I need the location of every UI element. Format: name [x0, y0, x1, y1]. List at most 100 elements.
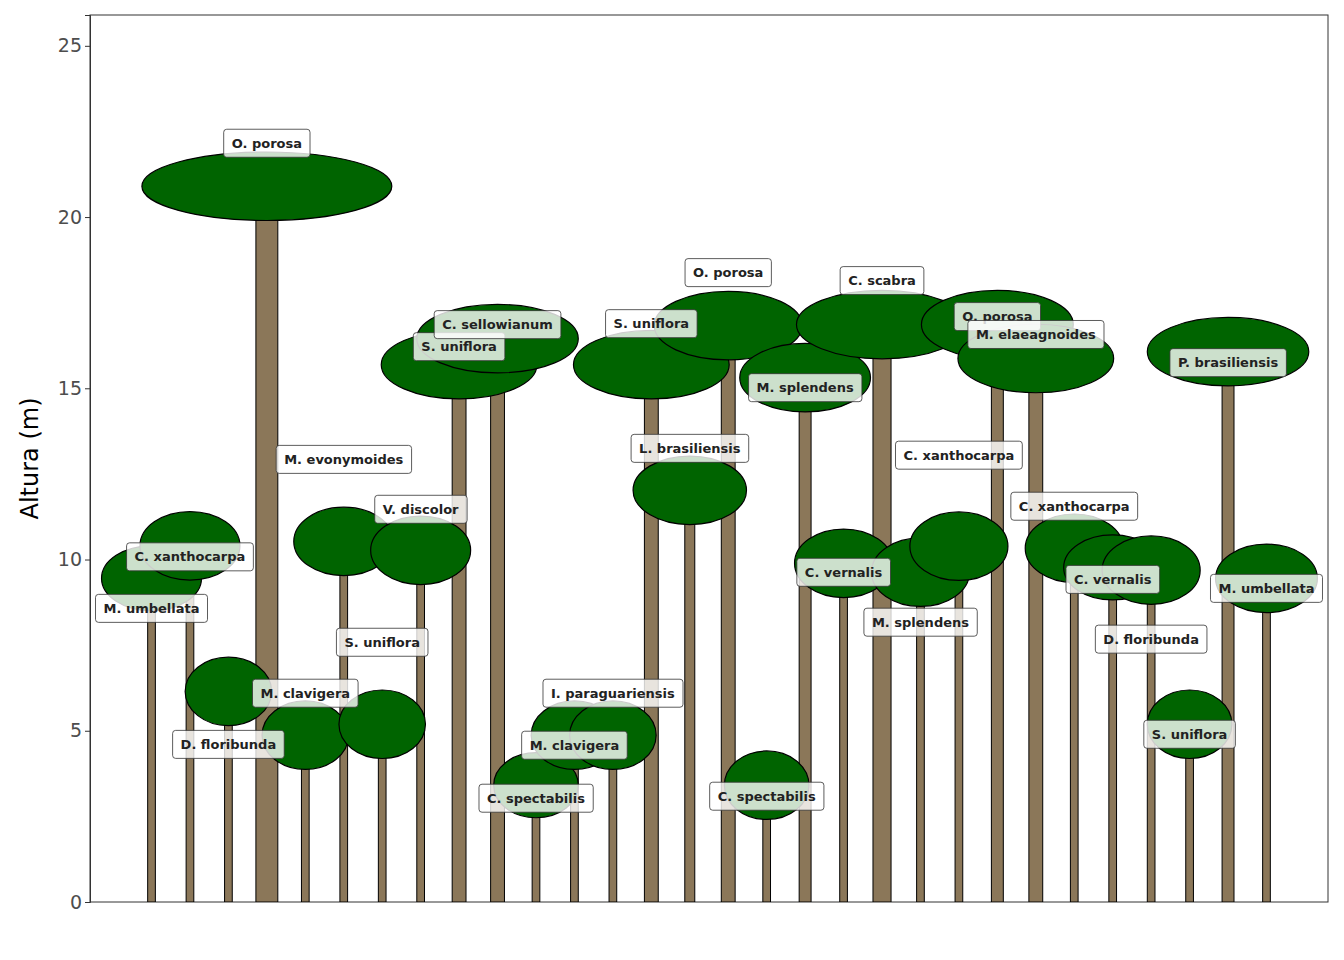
- label-text: M. clavigera: [261, 686, 351, 701]
- label-text: S. uniflora: [614, 316, 690, 331]
- y-tick-mark: [85, 388, 90, 389]
- species-label: M. umbellata: [1210, 574, 1322, 602]
- y-tick-mark: [85, 217, 90, 218]
- trunk: [991, 325, 1003, 902]
- label-box: [840, 267, 924, 295]
- trunk: [955, 546, 963, 902]
- label-box: [968, 320, 1104, 348]
- y-tick: 0: [70, 891, 90, 913]
- label-text: M. evonymoides: [284, 452, 403, 467]
- label-text: O. porosa: [232, 136, 302, 151]
- crown: [633, 456, 746, 524]
- label-text: S. uniflora: [421, 339, 497, 354]
- label-box: [543, 679, 683, 707]
- label-box: [1095, 625, 1207, 653]
- label-text: L. brasiliensis: [639, 441, 741, 456]
- label-box: [173, 730, 285, 758]
- y-axis-line: [85, 16, 91, 903]
- label-text: C. scabra: [848, 273, 916, 288]
- trunk: [148, 578, 156, 902]
- species-label: M. clavigera: [253, 679, 359, 707]
- species-label: M. splendens: [749, 374, 862, 402]
- label-box: [631, 434, 749, 462]
- species-label: S. uniflora: [1144, 720, 1236, 748]
- label-text: D. floribunda: [1103, 632, 1199, 647]
- plot-frame: [90, 15, 1328, 902]
- y-axis: 0 5 10 15 20 25: [58, 16, 91, 913]
- species-label: O. porosa: [224, 129, 310, 157]
- label-box: [434, 311, 561, 339]
- species-label: C. vernalis: [1066, 565, 1160, 593]
- label-text: S. uniflora: [344, 635, 420, 650]
- crown: [142, 152, 392, 220]
- chart: 0 5 10 15 20 25 Altura (m) M. umbellata C. xanth…: [0, 0, 1344, 960]
- trunk: [799, 378, 811, 902]
- label-text: M. umbellata: [104, 601, 200, 616]
- label-box: [336, 628, 428, 656]
- species-label: C. xanthocarpa: [1011, 492, 1138, 520]
- trunk: [1109, 567, 1117, 902]
- label-text: M. umbellata: [1218, 581, 1314, 596]
- label-box: [1144, 720, 1236, 748]
- species-label: M. umbellata: [96, 594, 208, 622]
- label-box: [253, 679, 359, 707]
- label-box: [276, 445, 411, 473]
- label-text: C. sellowianum: [442, 317, 553, 332]
- y-tick-mark: [85, 46, 90, 47]
- species-label: C. vernalis: [797, 558, 891, 586]
- species-label: O. porosa: [685, 259, 771, 287]
- label-box: [710, 782, 824, 810]
- y-tick-label: 25: [58, 34, 82, 56]
- crown: [1147, 317, 1308, 385]
- species-label: L. brasiliensis: [631, 434, 749, 462]
- species-label: D. floribunda: [173, 730, 285, 758]
- trunk: [491, 339, 505, 902]
- y-tick-mark: [85, 902, 90, 903]
- label-text: O. porosa: [693, 265, 763, 280]
- crown: [910, 512, 1008, 580]
- label-text: C. spectabilis: [718, 789, 816, 804]
- y-tick-label: 15: [58, 377, 82, 399]
- label-text: M. splendens: [872, 615, 969, 630]
- label-box: [896, 441, 1023, 469]
- species-label: M. splendens: [864, 608, 977, 636]
- label-text: M. elaeagnoides: [976, 327, 1096, 342]
- crown: [371, 516, 471, 584]
- label-box: [1011, 492, 1138, 520]
- crown: [417, 304, 578, 372]
- species-label: M. evonymoides: [276, 445, 411, 473]
- label-text: C. xanthocarpa: [904, 448, 1015, 463]
- label-text: I. paraguariensis: [551, 686, 675, 701]
- label-text: V. discolor: [383, 502, 459, 517]
- label-box: [606, 310, 698, 338]
- species-label: C. sellowianum: [434, 311, 561, 339]
- species-label: C. spectabilis: [479, 784, 593, 812]
- trunks: [148, 186, 1271, 902]
- y-tick-mark: [85, 731, 90, 732]
- species-label: C. xanthocarpa: [127, 543, 254, 571]
- label-text: M. splendens: [757, 380, 854, 395]
- labels: M. umbellata C. xanthocarpa D. floribunda O…: [96, 129, 1323, 812]
- y-axis-title: Altura (m): [16, 397, 44, 519]
- marks: [102, 152, 1318, 902]
- species-label: I. paraguariensis: [543, 679, 683, 707]
- label-text: C. xanthocarpa: [135, 549, 246, 564]
- label-text: C. vernalis: [1074, 572, 1152, 587]
- y-tick-label: 20: [58, 206, 82, 228]
- label-box: [96, 594, 208, 622]
- species-label: M. elaeagnoides: [968, 320, 1104, 348]
- y-tick: 5: [70, 719, 90, 741]
- label-box: [1210, 574, 1322, 602]
- y-tick: 15: [58, 377, 90, 399]
- y-tick: 20: [58, 206, 90, 228]
- y-tick-label: 5: [70, 719, 82, 741]
- species-label: D. floribunda: [1095, 625, 1207, 653]
- label-box: [224, 129, 310, 157]
- label-box: [522, 731, 628, 759]
- label-text: C. vernalis: [805, 565, 883, 580]
- label-box: [375, 495, 467, 523]
- label-text: M. clavigera: [530, 738, 620, 753]
- label-box: [685, 259, 771, 287]
- y-tick: 10: [58, 548, 90, 570]
- trunk: [721, 326, 735, 902]
